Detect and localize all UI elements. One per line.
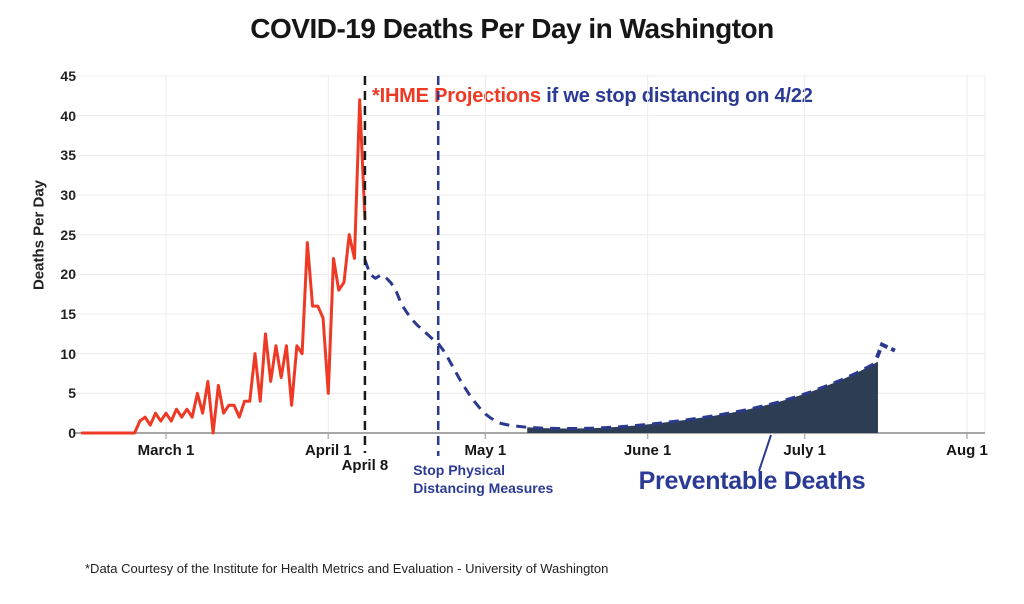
y-tick-label: 15 [60,306,76,322]
stop-distancing-label-line2: Distancing Measures [413,480,554,496]
x-tick-label: Aug 1 [946,442,988,459]
y-tick-label: 25 [60,226,76,243]
y-tick-label: 20 [60,266,76,283]
y-tick-label: 10 [60,345,76,362]
chart-title: COVID-19 Deaths Per Day in Washington [250,13,774,44]
stop-distancing-label-line1: Stop Physical [413,462,506,478]
actual-deaths-line [80,98,367,435]
data-source-note: *Data Courtesy of the Institute for Heal… [85,561,609,576]
annotation-rest: if we stop distancing on 4/22 [540,85,813,107]
projection-end-hook [875,341,896,359]
x-tick-label: May 1 [464,442,507,459]
y-tick-label: 0 [68,425,76,441]
preventable-pointer-line [758,434,772,472]
stop-distancing-label: Stop Physical Distancing Measures [413,461,553,497]
x-tick-label: March 1 [137,442,195,459]
projection-line [363,259,879,431]
preventable-deaths-label: Preventable Deaths [638,467,866,495]
y-tick-label: 30 [60,187,76,203]
april8-vline-label: April 8 [341,457,389,474]
projection-annotation: *IHME Projections if we stop distancing … [372,85,813,108]
preventable-area-fill [527,361,878,433]
x-tick-label: July 1 [783,442,826,459]
y-tick-label: 5 [68,385,76,402]
x-tick-label: April 1 [304,442,352,459]
x-tick-label: June 1 [623,442,672,459]
y-tick-label: 40 [60,107,76,124]
y-tick-label: 45 [60,68,76,84]
y-tick-label: 35 [60,147,76,164]
annotation-highlight: *IHME Projections [372,85,541,107]
